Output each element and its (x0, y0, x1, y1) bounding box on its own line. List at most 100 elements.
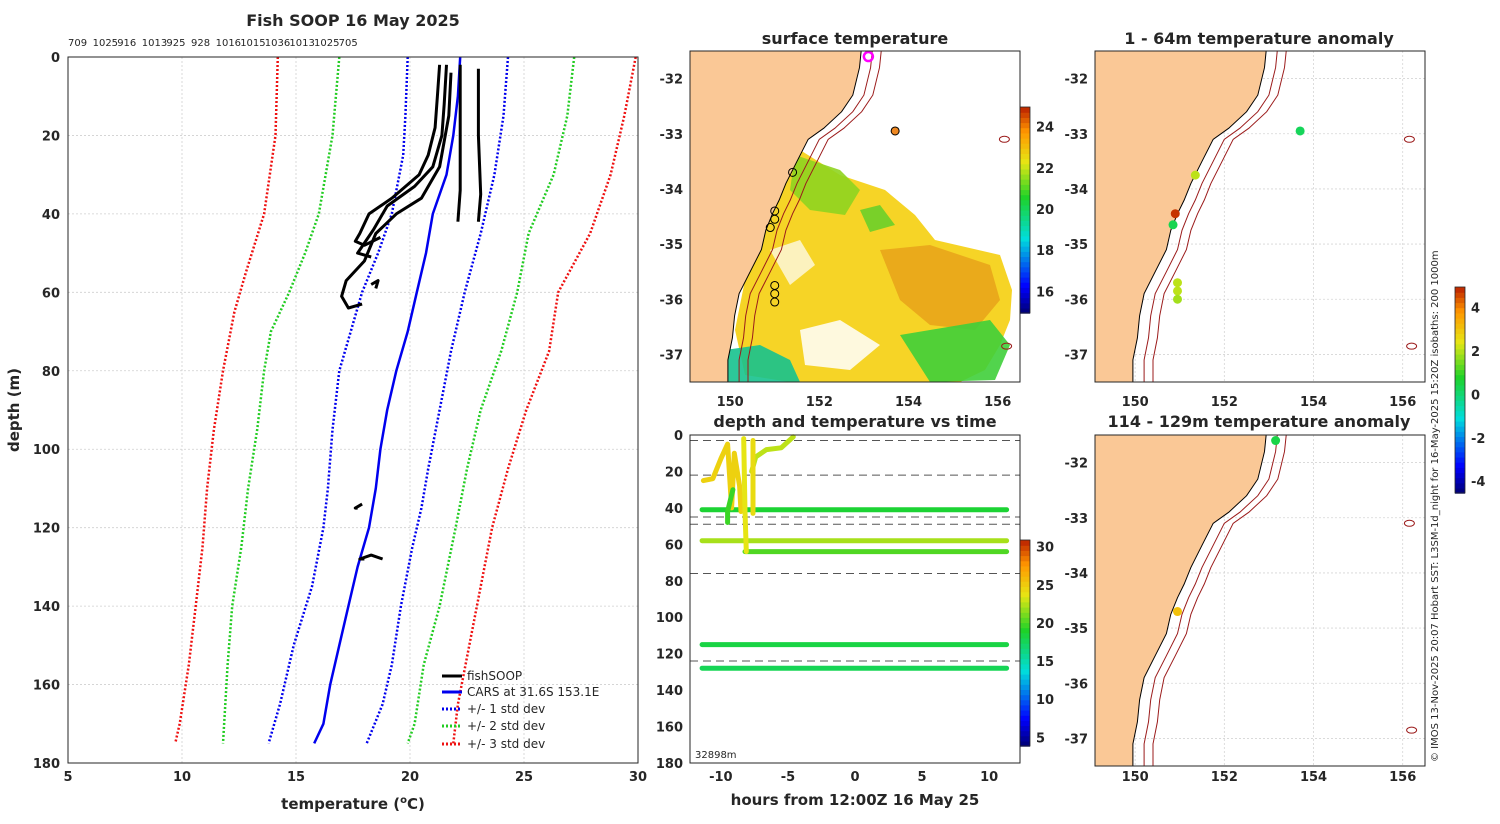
sst-island-0 (998, 135, 1010, 143)
profile-series-4-0 (221, 56, 341, 744)
profile-series-5-0 (452, 56, 637, 744)
profile-y-tick-0: 0 (51, 51, 60, 66)
profile-top-label-5: 928 (191, 38, 210, 49)
anomaly-colorbar-step-30 (1455, 333, 1465, 340)
anomaly-colorbar-step-23 (1455, 369, 1465, 376)
dt-y-tick-160: 160 (656, 721, 683, 736)
sst-colorbar-step-1 (1020, 302, 1030, 309)
sst-y-tick--34: -34 (660, 183, 684, 198)
sst-colorbar: 16 18 20 22 24 (1019, 106, 1054, 314)
dt-colorbar-tick-30: 30 (1036, 541, 1054, 556)
dt-colorbar-tick-10: 10 (1036, 693, 1054, 708)
legend-label-fishsoop: fishSOOP (467, 669, 522, 683)
dt-x-label: hours from 12:00Z 16 May 25 (731, 791, 980, 809)
profile-y-tick-40: 40 (42, 208, 60, 223)
sst-colorbar-step-12 (1020, 246, 1030, 252)
anomaly-colorbar-step-22 (1455, 374, 1465, 381)
dt-track-5 (700, 441, 744, 514)
profile-y-tick-80: 80 (42, 365, 60, 380)
sst-colorbar-step-2 (1020, 297, 1030, 304)
sst-land (690, 51, 862, 382)
sst-y-tick--33: -33 (660, 128, 684, 143)
dt-colorbar-step-5 (1020, 715, 1030, 721)
anomaly-shallow-isobath-1000 (1152, 51, 1287, 382)
anomaly-shallow-x-tick-156: 156 (1389, 395, 1416, 410)
dt-colorbar-step-2 (1020, 730, 1030, 737)
profile-x-tick-25: 25 (515, 770, 533, 785)
profile-y-tick-160: 160 (33, 679, 60, 694)
profile-x-tick-10: 10 (173, 770, 191, 785)
anomaly-deep-island-1 (1406, 726, 1418, 734)
sst-y-tick--37: -37 (660, 348, 684, 363)
anomaly-colorbar-step-6 (1455, 456, 1465, 463)
profile-series-7-6 (353, 502, 363, 510)
dt-colorbar-step-6 (1020, 710, 1030, 716)
anomaly-shallow-y-tick--36: -36 (1065, 293, 1089, 308)
sst-isobath-1000 (747, 51, 882, 382)
sst-colorbar-step-11 (1020, 251, 1030, 257)
dt-colorbar-tick-15: 15 (1036, 655, 1054, 670)
anomaly-shallow-map-body (1095, 51, 1425, 382)
sst-colorbar-step-39 (1020, 107, 1030, 113)
anomaly-colorbar-step-37 (1455, 297, 1465, 304)
dt-colorbar-step-38 (1020, 545, 1030, 551)
anomaly-deep-isobath-200 (1143, 435, 1278, 766)
profile-title: Fish SOOP 16 May 2025 (246, 11, 460, 30)
dt-title: depth and temperature vs time (713, 412, 996, 431)
sst-colorbar-step-21 (1020, 199, 1030, 206)
dt-colorbar-step-25 (1020, 612, 1030, 618)
dt-colorbar-step-7 (1020, 704, 1030, 711)
dt-colorbar-step-21 (1020, 632, 1030, 639)
surface-temperature-panel: surface temperature 150 152 154 156 -32-33-… (660, 29, 1055, 410)
dt-x-tick-5: 5 (918, 770, 927, 785)
profile-top-label-6: 1016 (216, 38, 241, 49)
sst-title: surface temperature (762, 29, 949, 48)
sst-colorbar-step-17 (1020, 220, 1030, 227)
dt-colorbar-step-1 (1020, 735, 1030, 742)
sst-colorbar-step-34 (1020, 132, 1030, 139)
profile-top-label-1: 1025 (93, 38, 118, 49)
anomaly-deep-y-tick--33: -33 (1065, 512, 1089, 527)
anomaly-map-deep: 114 - 129m temperature anomaly -32 -33 -34… (1065, 412, 1426, 785)
anomaly-shallow-y-tick--35: -35 (1065, 238, 1089, 253)
sst-colorbar-step-27 (1020, 168, 1030, 175)
sst-y-ticks: -32 -33 -34 -35 -36 -37 (660, 73, 684, 364)
anomaly-colorbar-step-19 (1455, 390, 1465, 396)
profile-x-tick-30: 30 (629, 770, 647, 785)
dt-y-tick-60: 60 (665, 538, 683, 553)
sst-x-tick-150: 150 (717, 395, 744, 410)
dt-y-tick-100: 100 (656, 611, 683, 626)
anomaly-shallow-isobath-200 (1143, 51, 1278, 382)
dt-colorbar-step-20 (1020, 637, 1030, 644)
profile-series-7-0 (353, 64, 442, 247)
dt-x-tick--5: -5 (781, 770, 795, 785)
sst-y-tick--32: -32 (660, 73, 684, 88)
anomaly-colorbar-frame (1454, 286, 1466, 494)
profile-series-7-2 (340, 72, 453, 310)
sst-markers (765, 51, 900, 307)
dt-colorbar-step-13 (1020, 673, 1030, 680)
legend-label-2std: +/- 2 std dev (467, 719, 545, 733)
dt-colorbar-step-35 (1020, 560, 1030, 567)
sst-colorbar-step-24 (1020, 184, 1030, 191)
sst-colorbar-step-4 (1020, 287, 1030, 294)
anomaly-colorbar-step-9 (1455, 441, 1465, 448)
dt-x-tick-0: 0 (850, 770, 859, 785)
sst-colorbar-step-30 (1020, 153, 1030, 160)
anomaly-colorbar-step-27 (1455, 348, 1465, 355)
anomaly-colorbar-step-13 (1455, 420, 1465, 427)
sst-colorbar-step-20 (1020, 204, 1030, 211)
profile-grid (68, 57, 638, 763)
dt-track-7 (749, 434, 796, 474)
anomaly-shallow-y-tick--37: -37 (1065, 348, 1089, 363)
sst-colorbar-step-10 (1020, 256, 1030, 263)
anomaly-colorbar-step-16 (1455, 405, 1465, 412)
anomaly-deep-x-tick-156: 156 (1389, 770, 1416, 785)
dt-colorbar-step-33 (1020, 570, 1030, 577)
dt-colorbar-step-3 (1020, 725, 1030, 732)
anomaly-deep-x-tick-152: 152 (1211, 770, 1238, 785)
anomaly-colorbar-step-38 (1455, 292, 1465, 298)
anomaly-colorbar-step-0 (1455, 487, 1465, 494)
dt-colorbar-step-11 (1020, 684, 1030, 690)
anomaly-deep-land (1095, 435, 1267, 766)
